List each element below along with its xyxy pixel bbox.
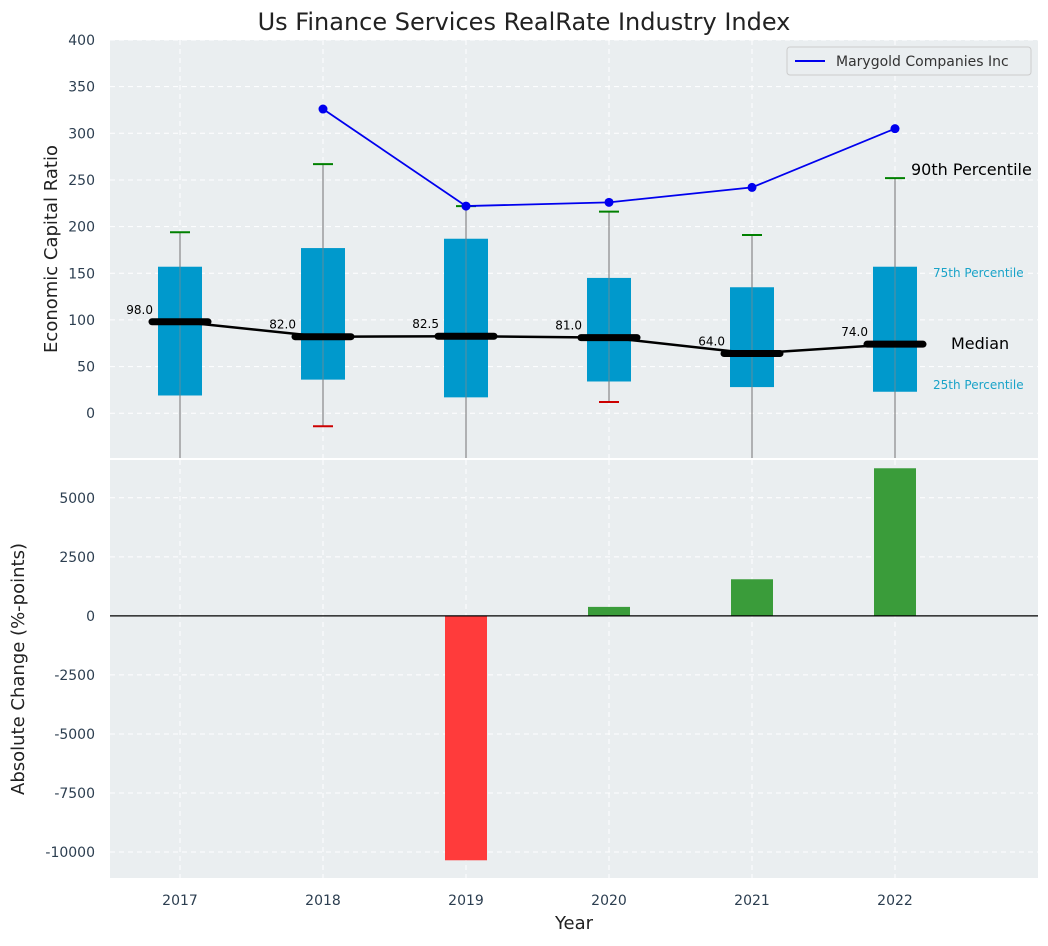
- bottom-y-tick-label: 0: [86, 609, 95, 625]
- median-value-label: 81.0: [555, 319, 582, 333]
- chart-title: Us Finance Services RealRate Industry In…: [258, 8, 791, 36]
- bottom-y-tick-label: -2500: [54, 668, 95, 684]
- top-y-tick-label: 350: [68, 80, 95, 96]
- median-value-label: 82.5: [412, 317, 439, 331]
- top-y-tick-label: 400: [68, 33, 95, 49]
- bars-group: [110, 468, 1038, 861]
- change-bar: [588, 606, 630, 616]
- x-tick-label: 2018: [305, 893, 341, 909]
- top-y-tick-label: 200: [68, 220, 95, 236]
- company-point: [461, 201, 471, 211]
- change-bar: [731, 579, 773, 616]
- annotation-25th-percentile: 25th Percentile: [933, 378, 1024, 392]
- legend: Marygold Companies Inc: [786, 46, 1032, 76]
- medians-group: 98.0 82.0 82.5 81.0 64.0 74.0: [126, 303, 927, 357]
- top-y-tick-label: 250: [68, 173, 95, 189]
- top-y-tick-label: 100: [68, 313, 95, 329]
- company-series-group: [318, 104, 900, 211]
- x-tick-label: 2021: [734, 893, 770, 909]
- company-point: [604, 197, 614, 207]
- change-bar: [445, 615, 487, 861]
- top-y-tick-label: 300: [68, 126, 95, 142]
- median-value-label: 64.0: [698, 335, 725, 349]
- bottom-y-tick-label: -5000: [54, 727, 95, 743]
- top-panel-background: [110, 40, 1038, 458]
- company-point: [318, 104, 328, 114]
- x-tick-label: 2020: [591, 893, 627, 909]
- median-value-label: 98.0: [126, 303, 153, 317]
- bottom-y-ticks: -10000 -7500 -5000 -2500 0 2500 5000: [45, 491, 95, 861]
- top-y-ticks: 0 50 100 150 200 250 300 350 400: [68, 33, 95, 422]
- annotation-median: Median: [951, 334, 1009, 353]
- change-bar: [874, 468, 916, 616]
- bottom-y-tick-label: -7500: [54, 786, 95, 802]
- x-tick-label: 2022: [877, 893, 913, 909]
- x-axis-label: Year: [554, 913, 594, 934]
- x-ticks: 2017 2018 2019 2020 2021 2022: [162, 893, 913, 909]
- legend-box: [786, 46, 1032, 76]
- bottom-y-tick-label: 5000: [59, 491, 95, 507]
- bottom-y-axis-label: Absolute Change (%-points): [8, 543, 29, 795]
- bottom-y-tick-label: -10000: [45, 845, 95, 861]
- median-value-label: 82.0: [269, 318, 296, 332]
- company-point: [747, 182, 757, 192]
- bottom-grid: [110, 460, 1038, 878]
- top-y-tick-label: 150: [68, 266, 95, 282]
- top-y-axis-label: Economic Capital Ratio: [41, 145, 62, 353]
- bottom-y-tick-label: 2500: [59, 550, 95, 566]
- company-point: [890, 124, 900, 134]
- x-tick-label: 2019: [448, 893, 484, 909]
- annotation-75th-percentile: 75th Percentile: [933, 266, 1024, 280]
- x-tick-label: 2017: [162, 893, 198, 909]
- boxes-group: [158, 238, 917, 398]
- median-value-label: 74.0: [841, 325, 868, 339]
- top-y-tick-label: 50: [77, 360, 95, 376]
- annotation-90th-percentile: 90th Percentile: [911, 160, 1032, 179]
- legend-label-company: Marygold Companies Inc: [836, 54, 1009, 70]
- top-y-tick-label: 0: [86, 406, 95, 422]
